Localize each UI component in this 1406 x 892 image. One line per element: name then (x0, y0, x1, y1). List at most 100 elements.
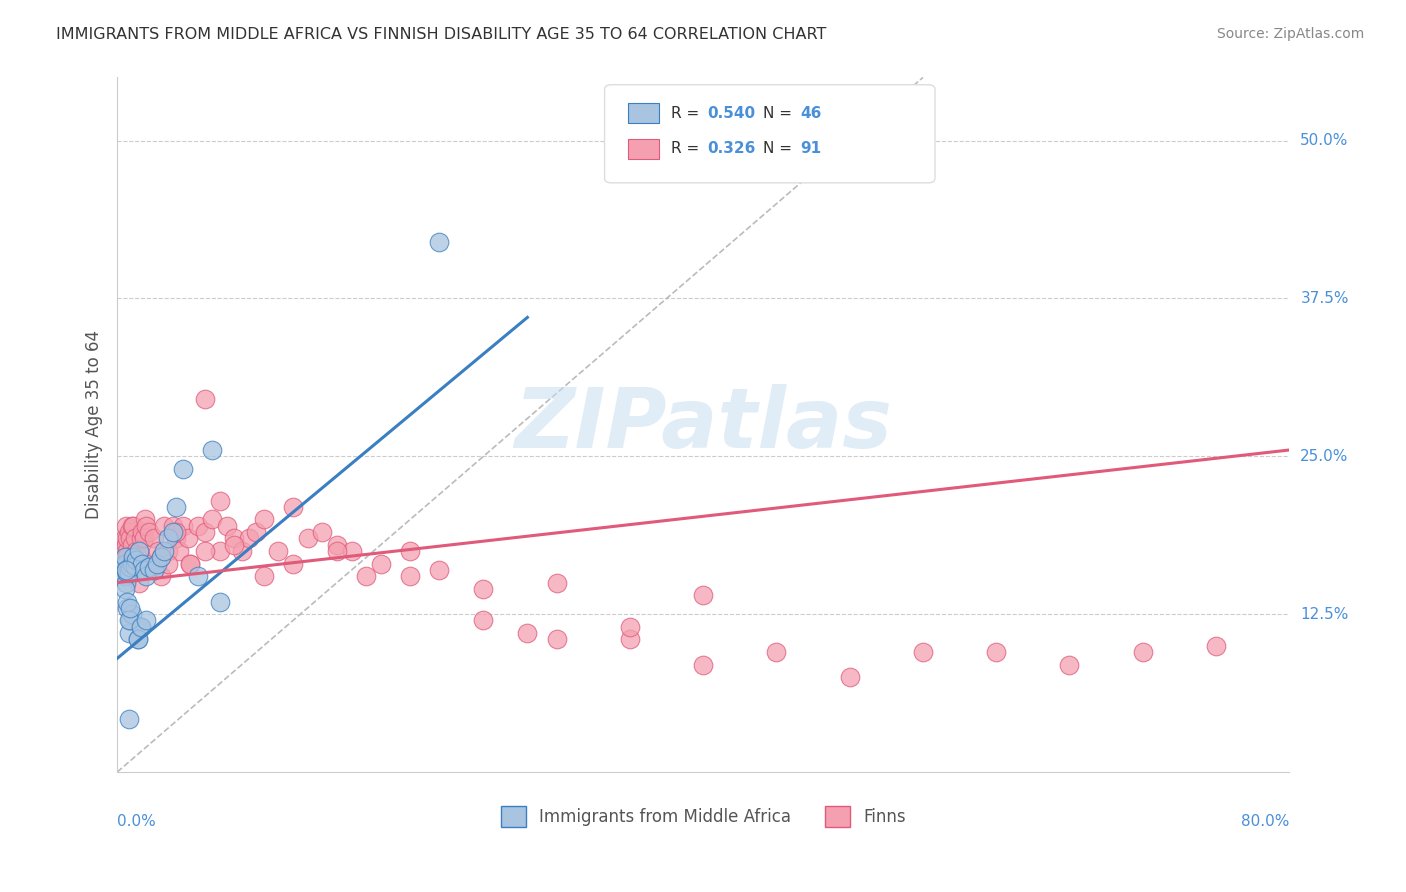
Text: N =: N = (763, 142, 797, 156)
Point (354, 569, 377, 583)
Point (326, 544, 349, 558)
Text: 12.5%: 12.5% (1301, 607, 1348, 622)
Point (125, 544, 148, 558)
Point (148, 544, 170, 558)
Point (231, 544, 253, 558)
Point (253, 569, 276, 583)
Point (121, 607, 143, 622)
Point (135, 614, 157, 628)
Text: 46: 46 (800, 106, 821, 120)
Point (117, 594, 139, 608)
Point (112, 560, 135, 574)
Point (131, 557, 153, 571)
Point (187, 518, 209, 533)
Point (135, 557, 157, 571)
Point (125, 553, 148, 567)
Point (127, 632, 149, 647)
Point (129, 620, 152, 634)
Point (176, 532, 198, 546)
Point (124, 557, 146, 571)
Point (131, 525, 153, 540)
Point (179, 557, 201, 571)
Point (120, 532, 142, 546)
Point (1132, 645, 1154, 659)
Point (132, 532, 155, 546)
Point (122, 550, 145, 565)
Point (120, 600, 142, 615)
Point (127, 632, 149, 647)
Point (128, 544, 150, 558)
Point (429, 563, 451, 577)
Point (112, 544, 135, 558)
Point (145, 557, 167, 571)
Point (135, 518, 157, 533)
Point (172, 518, 194, 533)
Point (429, 235, 451, 249)
Point (115, 518, 138, 533)
Point (114, 532, 136, 546)
Point (165, 532, 187, 546)
Point (157, 557, 180, 571)
Point (619, 620, 641, 634)
Point (516, 626, 538, 640)
Point (238, 532, 260, 546)
Point (142, 563, 165, 577)
Text: R =: R = (671, 142, 704, 156)
Point (118, 626, 141, 640)
Point (118, 614, 141, 628)
Point (253, 512, 276, 526)
Point (157, 532, 180, 546)
Point (224, 538, 246, 552)
Point (1205, 639, 1227, 653)
Point (114, 569, 136, 583)
Point (311, 525, 333, 540)
Point (120, 557, 142, 571)
Point (150, 569, 173, 583)
Point (121, 557, 143, 571)
Point (165, 500, 187, 514)
Point (692, 588, 714, 602)
Point (215, 518, 238, 533)
Point (838, 670, 860, 684)
Text: 37.5%: 37.5% (1301, 291, 1348, 306)
Point (150, 550, 173, 565)
Point (150, 550, 173, 565)
Point (132, 563, 155, 577)
Point (142, 563, 165, 577)
Point (167, 544, 190, 558)
Point (114, 557, 136, 571)
Point (120, 614, 142, 628)
Point (114, 550, 136, 565)
Point (118, 712, 141, 726)
Text: N =: N = (763, 106, 797, 120)
Point (162, 518, 184, 533)
Point (129, 532, 152, 546)
Point (281, 500, 304, 514)
Point (138, 560, 160, 574)
Point (281, 557, 304, 571)
Point (117, 532, 139, 546)
Text: 0.0%: 0.0% (117, 814, 156, 829)
Point (399, 544, 422, 558)
Point (224, 532, 246, 546)
Point (114, 557, 136, 571)
Point (179, 557, 201, 571)
Point (162, 525, 184, 540)
Point (122, 518, 145, 533)
Point (110, 566, 132, 580)
Point (546, 575, 568, 590)
Point (117, 544, 139, 558)
Point (326, 538, 349, 552)
Point (201, 512, 224, 526)
Point (128, 575, 150, 590)
Text: 91: 91 (800, 142, 821, 156)
Text: 80.0%: 80.0% (1241, 814, 1289, 829)
Point (128, 544, 150, 558)
Point (399, 569, 422, 583)
Point (135, 569, 157, 583)
Point (121, 518, 143, 533)
Point (117, 550, 139, 565)
Point (110, 563, 132, 577)
Text: ZIPatlas: ZIPatlas (515, 384, 893, 466)
Point (121, 538, 143, 552)
